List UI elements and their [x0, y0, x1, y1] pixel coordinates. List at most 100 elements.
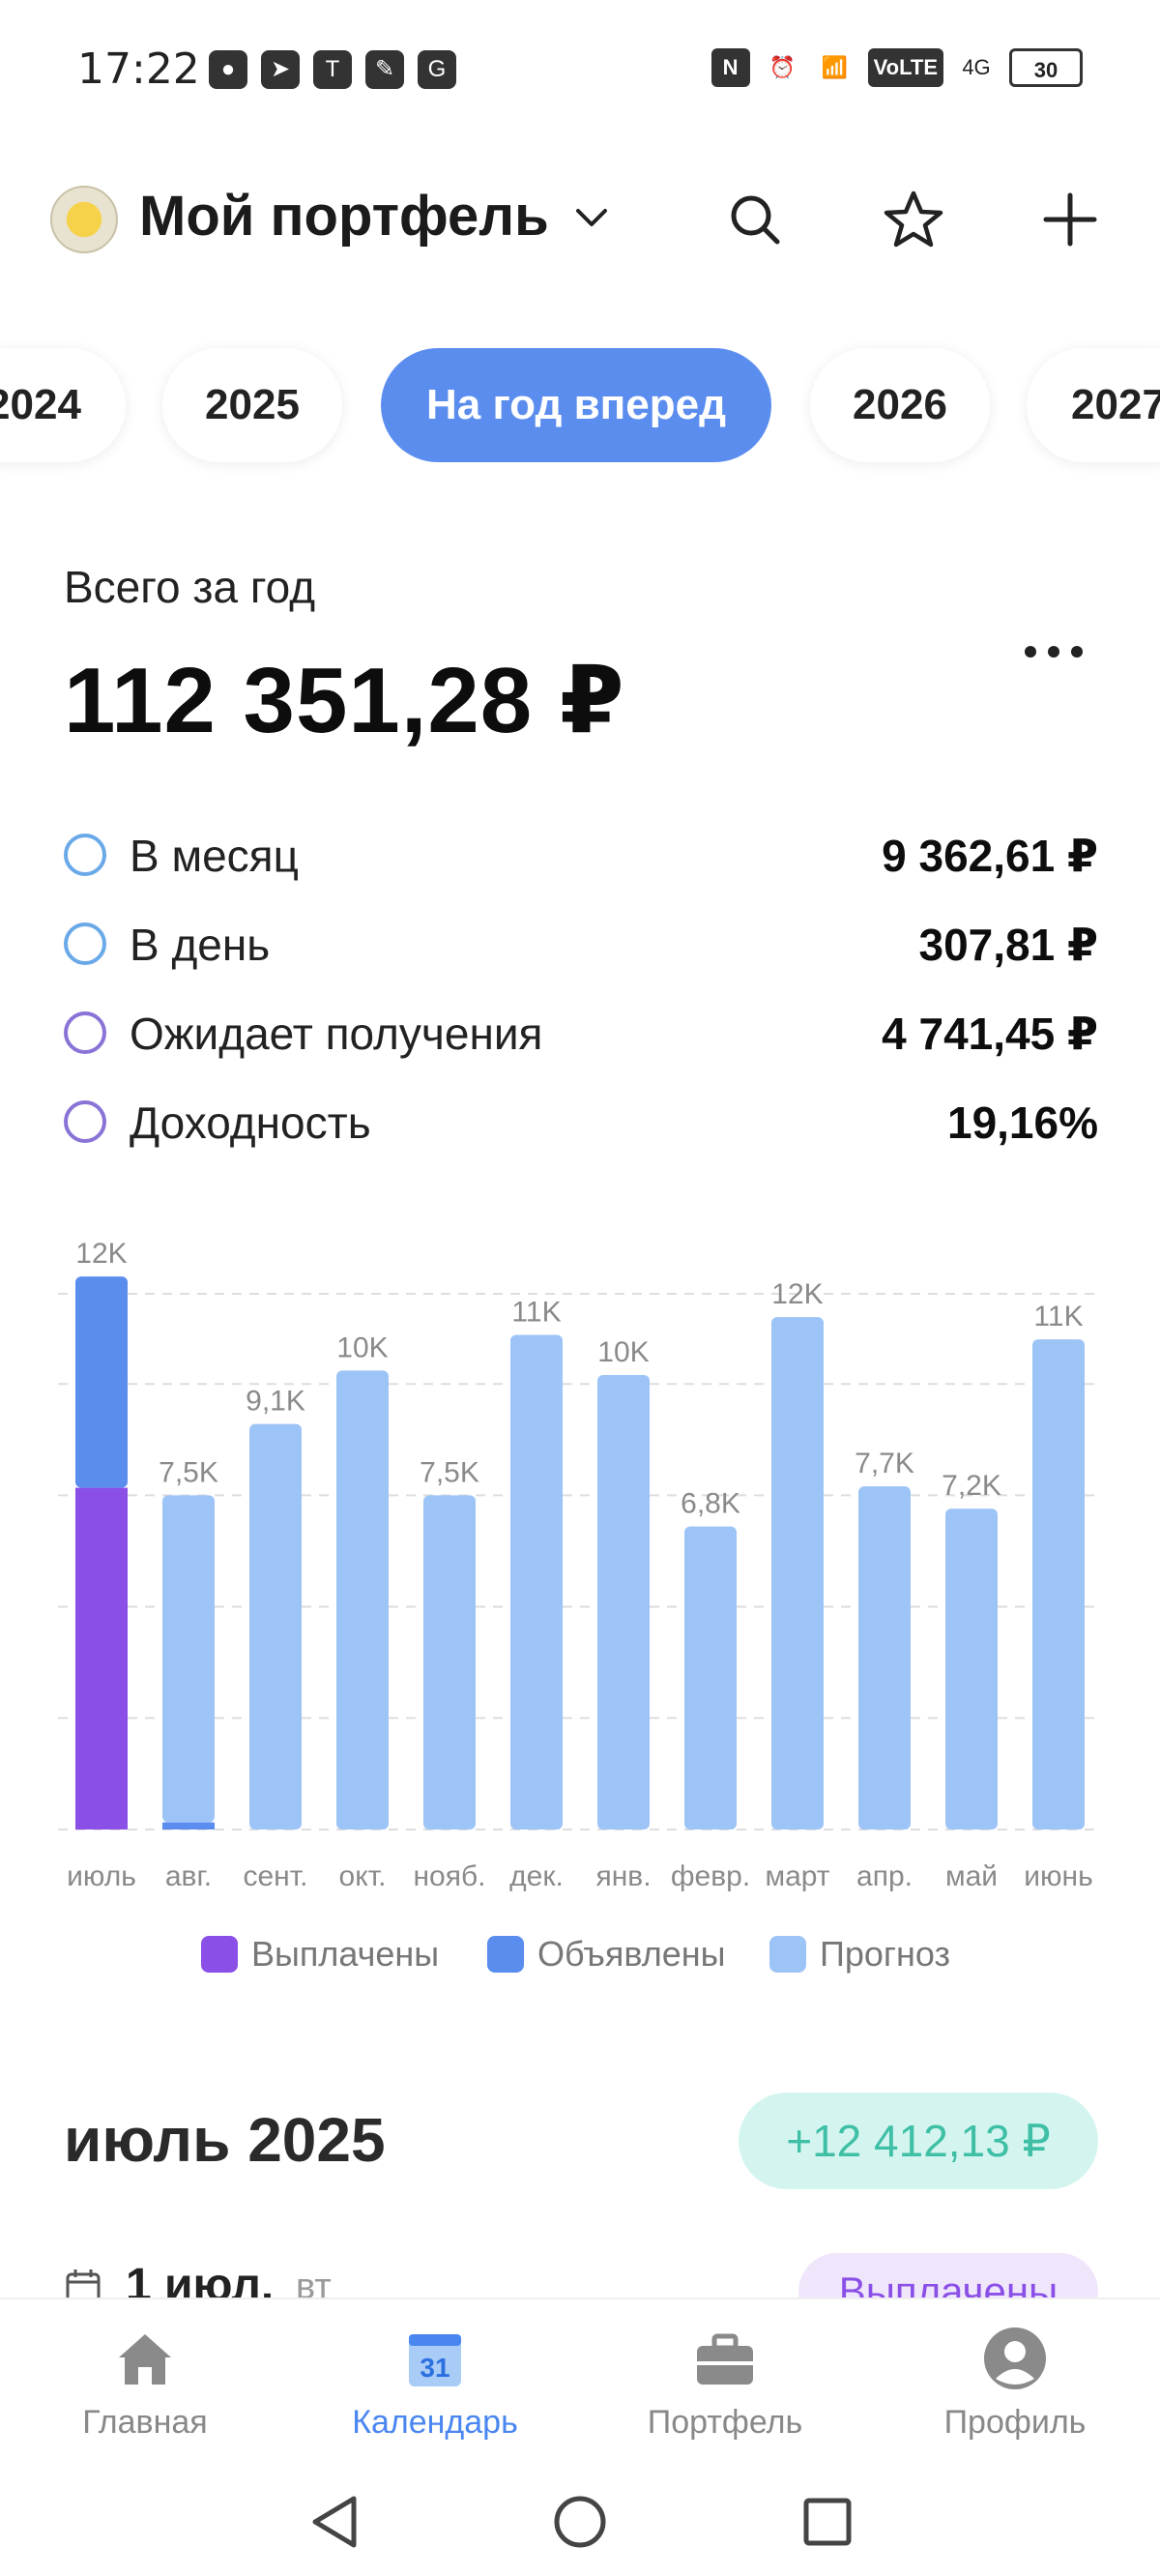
nfc-icon: N [710, 48, 750, 87]
recents-icon[interactable] [800, 2493, 855, 2551]
system-navigation [0, 2472, 1160, 2576]
stat-value: 19,16% [946, 1098, 1098, 1148]
calendar-icon: 31 [409, 2334, 461, 2386]
legend-forecast: Прогноз [769, 1930, 950, 1978]
stat-row-yield: Доходность 19,16% [64, 1087, 1098, 1155]
app-header: Мой портфель [0, 174, 1160, 261]
stat-label: Доходность [130, 1098, 371, 1148]
tbank-icon: T [313, 50, 352, 89]
x-tick-label: март [765, 1860, 829, 1892]
bar-segment-окт.[interactable] [336, 1370, 389, 1830]
home-button-icon[interactable] [553, 2493, 607, 2551]
x-tick-label: июнь [1024, 1860, 1092, 1892]
home-icon [119, 2334, 171, 2385]
bottom-navigation: Главная 31 Календарь Портфель Профиль [0, 2298, 1160, 2472]
nav-label: Портфель [647, 2404, 803, 2441]
x-tick-label: февр. [671, 1860, 750, 1892]
month-total-badge: +12 412,13 ₽ [739, 2093, 1098, 2189]
dividends-chart: 12K июль 7,5K авг. 9,1K сент. 10K окт. 7,5K нояб.… [0, 1228, 1160, 1924]
total-amount: 112 351,28 ₽ [64, 649, 625, 752]
bar-segment-дек.[interactable] [510, 1334, 563, 1830]
bar-segment-февр.[interactable] [684, 1526, 737, 1830]
bar-segment-янв.[interactable] [597, 1374, 650, 1830]
tab-2025[interactable]: 2025 [162, 348, 342, 462]
calendar-icon-day: 31 [420, 2353, 450, 2383]
stat-label: В день [130, 920, 271, 970]
legend-swatch [201, 1936, 238, 1973]
nav-label: Главная [82, 2404, 208, 2441]
bar-segment-авг.[interactable] [162, 1495, 215, 1823]
dividends-chart-svg: 12K июль 7,5K авг. 9,1K сент. 10K окт. 7,5K нояб.… [58, 1238, 1102, 1892]
x-tick-label: дек. [509, 1860, 564, 1892]
go-icon: G [418, 50, 456, 89]
bar-value-label: 10K [597, 1336, 649, 1368]
nav-calendar[interactable]: 31 Календарь [329, 2325, 541, 2450]
bar-segment-июнь[interactable] [1032, 1339, 1085, 1830]
nav-portfolio[interactable]: Портфель [619, 2325, 831, 2450]
legend-paid: Выплачены [201, 1930, 439, 1978]
x-tick-label: апр. [856, 1860, 913, 1892]
x-tick-label: июль [67, 1860, 136, 1892]
stat-label: В месяц [130, 831, 299, 881]
legend-label: Прогноз [820, 1934, 951, 1974]
profile-icon [984, 2327, 1046, 2389]
legend-swatch [487, 1936, 524, 1973]
nav-profile[interactable]: Профиль [909, 2325, 1121, 2450]
nav-home[interactable]: Главная [39, 2325, 251, 2450]
alarm-icon: ⏰ [768, 55, 797, 79]
legend-declared: Объявлены [487, 1930, 726, 1978]
bar-segment-июль[interactable] [75, 1276, 128, 1488]
telegram-icon: ➤ [261, 50, 300, 89]
month-title: июль 2025 [64, 2105, 386, 2175]
bar-value-label: 12K [75, 1238, 127, 1270]
x-tick-label: сент. [243, 1860, 307, 1892]
bar-value-label: 11K [511, 1297, 561, 1329]
bar-segment-авг.[interactable] [162, 1822, 215, 1830]
add-icon[interactable] [1038, 188, 1102, 251]
nav-label: Календарь [352, 2404, 518, 2441]
bar-segment-сент.[interactable] [249, 1423, 302, 1830]
stat-value: 4 741,45 ₽ [882, 1009, 1098, 1059]
tab-2027[interactable]: 2027 [1027, 348, 1160, 462]
more-options-icon[interactable] [1025, 646, 1092, 665]
bar-value-label: 11K [1033, 1301, 1083, 1332]
nav-label: Профиль [943, 2404, 1087, 2441]
network-icon: 4G [962, 55, 991, 79]
bar-value-label: 6,8K [681, 1488, 740, 1520]
search-icon[interactable] [723, 188, 787, 251]
tab-2026[interactable]: 2026 [810, 348, 990, 462]
circle-icon [64, 1011, 106, 1054]
bar-value-label: 10K [336, 1332, 388, 1363]
bar-segment-июль[interactable] [75, 1487, 128, 1830]
total-label: Всего за год [64, 562, 316, 612]
bar-value-label: 12K [771, 1278, 823, 1310]
chart-legend: Выплачены Объявлены Прогноз [0, 1930, 1160, 1978]
year-tabs: 2024 2025 На год вперед 2026 2027 [0, 348, 1160, 462]
portfolio-title[interactable]: Мой портфель [139, 185, 549, 248]
tab-2024[interactable]: 2024 [0, 348, 126, 462]
bar-segment-нояб.[interactable] [423, 1495, 476, 1830]
bar-segment-март[interactable] [771, 1317, 824, 1830]
x-tick-label: май [945, 1860, 998, 1892]
chevron-down-icon[interactable] [570, 197, 613, 240]
x-tick-label: нояб. [413, 1860, 485, 1892]
legend-label: Выплачены [251, 1934, 440, 1974]
calendar-small-icon [66, 2269, 101, 2303]
bar-value-label: 7,7K [855, 1448, 914, 1479]
system-icons: N ⏰ 📶 VoLTE 4G 30 [710, 48, 1083, 87]
back-icon[interactable] [307, 2493, 362, 2551]
bar-segment-май[interactable] [945, 1508, 998, 1830]
bar-segment-апр.[interactable] [858, 1486, 911, 1830]
legend-swatch [769, 1936, 806, 1973]
pen-icon: ✎ [365, 50, 404, 89]
status-bar: 17:22 ● ➤ T ✎ G N ⏰ 📶 VoLTE 4G 30 [0, 0, 1160, 145]
circle-icon [64, 1100, 106, 1143]
x-tick-label: окт. [339, 1860, 387, 1892]
battery-icon: 30 [1009, 48, 1083, 87]
stat-value: 307,81 ₽ [918, 920, 1098, 970]
bar-value-label: 9,1K [246, 1386, 305, 1418]
tab-year-ahead[interactable]: На год вперед [381, 348, 771, 462]
star-icon[interactable] [882, 188, 945, 251]
bar-value-label: 7,5K [420, 1456, 479, 1488]
x-tick-label: янв. [595, 1860, 651, 1892]
